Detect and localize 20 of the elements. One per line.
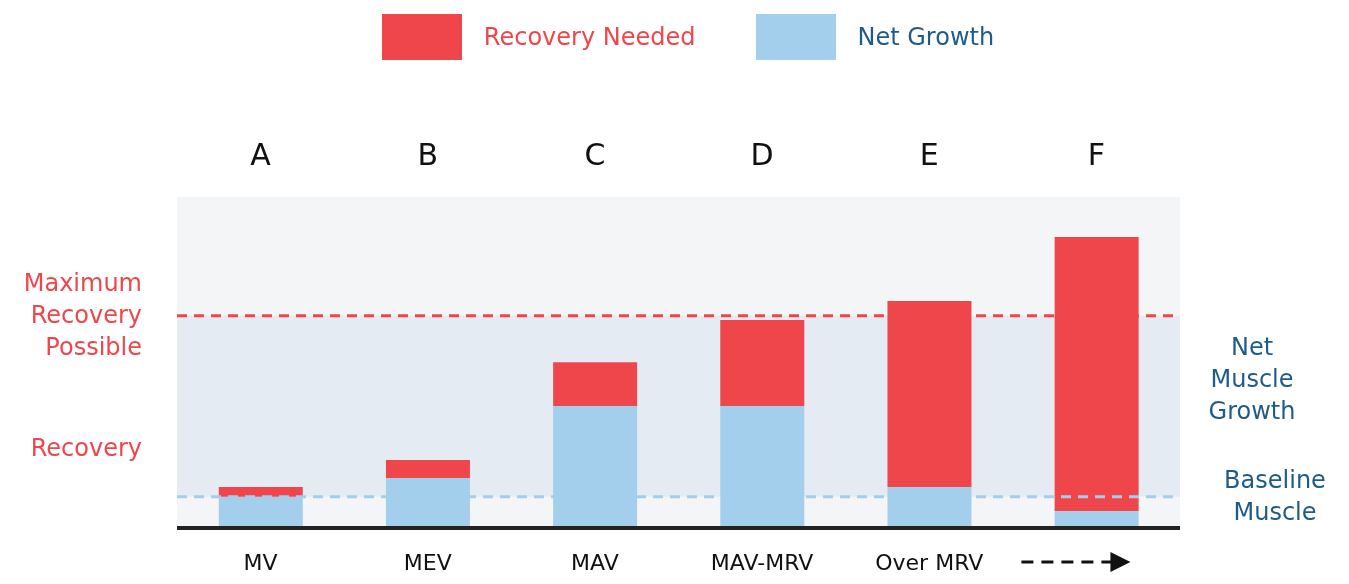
text: MEV <box>403 550 452 575</box>
x-tick-label: C <box>584 137 606 172</box>
text: Over MRV <box>875 550 984 575</box>
x-tick-label: F <box>1087 137 1106 172</box>
x-tick-label: A <box>250 137 272 172</box>
x-tick-label: E <box>919 137 939 172</box>
ref-line-label: Baseline Muscle <box>1224 465 1326 526</box>
legend-label: Recovery Needed <box>483 23 696 51</box>
ref-line-label: Maximum Recovery Possible <box>23 268 142 361</box>
bar <box>553 362 638 407</box>
text: MAV <box>571 550 619 575</box>
bar <box>720 319 805 407</box>
text: MAV-MRV <box>710 550 814 575</box>
text: MV <box>243 550 278 575</box>
legend-label: Net Growth <box>857 23 995 51</box>
x-tick-label: D <box>750 137 774 172</box>
y-axis-title: Recovery <box>30 433 142 462</box>
band-label: Net Muscle Growth <box>1208 333 1296 426</box>
bar <box>385 459 470 478</box>
x-tick-label: B <box>417 137 439 172</box>
